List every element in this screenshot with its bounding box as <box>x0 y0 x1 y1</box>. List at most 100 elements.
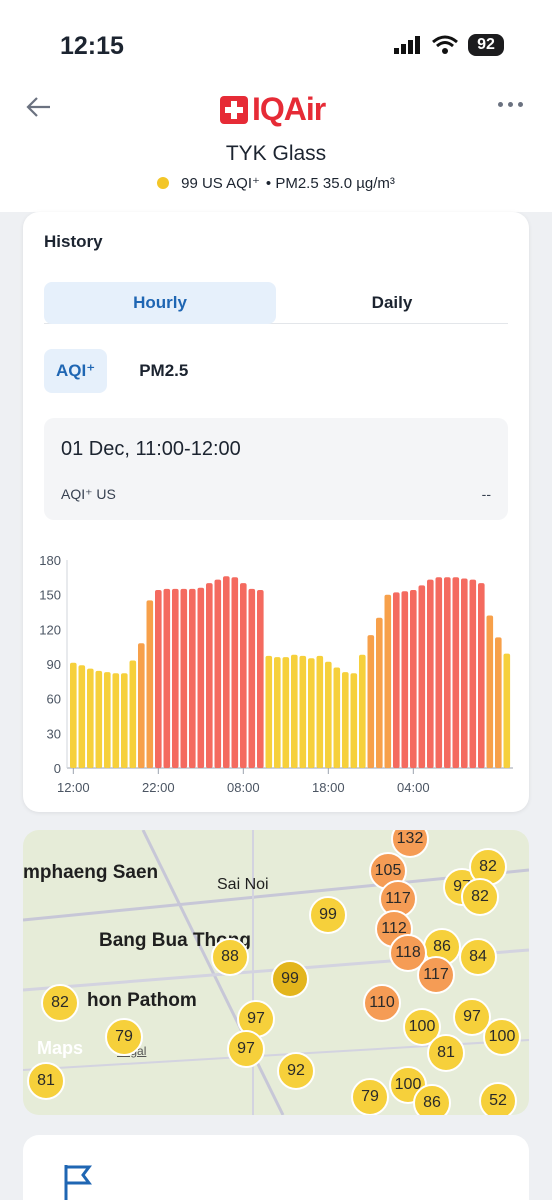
chart-bar[interactable] <box>503 653 511 768</box>
y-tick-label: 90 <box>47 657 61 672</box>
chart-bar[interactable] <box>478 583 485 768</box>
back-arrow-icon[interactable] <box>24 92 54 122</box>
history-title: History <box>44 232 103 251</box>
chart-bar[interactable] <box>121 673 128 768</box>
chart-bar[interactable] <box>333 667 341 769</box>
tab-pm25[interactable]: PM2.5 <box>139 361 189 380</box>
chart-bar[interactable] <box>231 577 239 768</box>
chart-bar[interactable] <box>180 588 188 768</box>
chart-bar[interactable] <box>444 577 451 768</box>
chart-bar[interactable] <box>384 594 392 768</box>
chart-bar[interactable] <box>146 600 154 768</box>
chart-bar[interactable] <box>138 643 145 768</box>
chart-bar[interactable] <box>367 635 375 768</box>
chart-bar[interactable] <box>112 673 120 768</box>
map-label-bang-bua-thong: Bang Bua Thong <box>99 930 251 951</box>
aqi-map-marker[interactable]: 117 <box>417 956 455 994</box>
tab-daily[interactable]: Daily <box>371 293 413 312</box>
chart-bar[interactable] <box>265 655 273 768</box>
apple-maps-logo: Maps <box>37 1038 84 1058</box>
chart-bar[interactable] <box>172 588 179 768</box>
chart-bar[interactable] <box>469 579 477 768</box>
chart-bar[interactable] <box>163 588 171 768</box>
chart-bar[interactable] <box>70 662 77 768</box>
aqi-map-marker[interactable]: 81 <box>27 1062 65 1100</box>
chart-bar[interactable] <box>308 658 315 768</box>
x-tick-label: 12:00 <box>57 780 90 795</box>
y-tick-label: 60 <box>47 692 61 707</box>
aqi-map-marker[interactable]: 110 <box>363 984 401 1022</box>
aqi-map-marker[interactable]: 86 <box>413 1084 451 1115</box>
tab-hourly[interactable]: Hourly <box>44 282 276 324</box>
aqi-map-marker[interactable]: 82 <box>461 878 499 916</box>
y-tick-label: 0 <box>54 761 61 776</box>
chart-bar[interactable] <box>257 590 264 768</box>
aqi-map-marker[interactable]: 81 <box>427 1034 465 1072</box>
aqi-history-chart[interactable]: 0 30 60 90 120 150 180 12:00 22:00 08:00 18:00 04:0… <box>23 542 529 802</box>
chart-bar[interactable] <box>376 617 383 768</box>
chart-bar[interactable] <box>104 672 111 768</box>
aqi-map-marker[interactable]: 99 <box>271 960 309 998</box>
chart-bar[interactable] <box>316 655 324 768</box>
chart-bar[interactable] <box>206 583 213 768</box>
chart-bar[interactable] <box>248 588 256 768</box>
chart-bar[interactable] <box>350 673 358 768</box>
chart-bar[interactable] <box>325 661 332 768</box>
wifi-icon <box>432 35 458 54</box>
aqi-map-marker[interactable]: 79 <box>105 1018 143 1056</box>
chart-bar[interactable] <box>435 577 443 768</box>
chart-bar[interactable] <box>486 615 494 769</box>
chart-bar[interactable] <box>129 660 137 769</box>
chart-bar[interactable] <box>410 590 417 768</box>
map-label-kamphaeng-saen: mphaeng Saen <box>23 862 159 883</box>
chart-bar[interactable] <box>299 655 307 768</box>
metric-label: AQI⁺ US <box>61 486 116 502</box>
aqi-map-marker[interactable]: 97 <box>227 1030 265 1068</box>
map-label-nakhon-pathom: hon Pathom <box>87 990 197 1011</box>
aqi-map-marker[interactable]: 82 <box>41 984 79 1022</box>
chart-bar[interactable] <box>78 665 86 768</box>
chart-bar[interactable] <box>282 657 290 768</box>
chart-bar[interactable] <box>461 578 468 769</box>
chart-bar[interactable] <box>189 588 196 768</box>
map-label-sai-noi: Sai Noi <box>217 876 269 893</box>
chart-bar[interactable] <box>95 670 103 768</box>
tab-aqi[interactable]: AQI⁺ <box>44 349 108 393</box>
chart-bar[interactable] <box>452 577 460 768</box>
nearby-map[interactable]: mphaeng Saen Sai Noi Bang Bua Thong hon … <box>23 830 529 1115</box>
chart-bar[interactable] <box>274 657 281 768</box>
chart-bar[interactable] <box>495 637 502 768</box>
chart-bar[interactable] <box>401 591 409 768</box>
chart-bar[interactable] <box>214 579 222 768</box>
y-tick-label: 30 <box>47 726 61 741</box>
aqi-map-marker[interactable]: 79 <box>351 1078 389 1115</box>
swiss-cross-icon <box>220 95 248 124</box>
chart-bar[interactable] <box>359 654 366 768</box>
chart-bar[interactable] <box>197 587 205 768</box>
chart-bar[interactable] <box>418 585 426 768</box>
chart-bar[interactable] <box>155 590 162 768</box>
status-time: 12:15 <box>60 32 124 60</box>
metric-value: -- <box>481 486 491 502</box>
x-tick-label: 18:00 <box>312 780 345 795</box>
aqi-map-marker[interactable]: 92 <box>277 1052 315 1090</box>
chart-bar[interactable] <box>393 592 400 768</box>
x-tick-label: 22:00 <box>142 780 175 795</box>
aqi-map-marker[interactable]: 52 <box>479 1082 517 1115</box>
pm-text: • PM2.5 35.0 µg/m³ <box>265 174 395 192</box>
selected-range: 01 Dec, 11:00-12:00 <box>61 438 241 460</box>
y-tick-label: 150 <box>39 588 61 603</box>
aqi-map-marker[interactable]: 97 <box>453 998 491 1036</box>
chart-bar[interactable] <box>223 576 230 768</box>
aqi-color-dot <box>157 177 170 189</box>
chart-bar[interactable] <box>87 668 94 768</box>
chart-bar[interactable] <box>240 583 247 768</box>
chart-bar[interactable] <box>427 579 434 768</box>
chart-bar[interactable] <box>291 654 298 768</box>
aqi-map-marker[interactable]: 99 <box>309 896 347 934</box>
aqi-map-marker[interactable]: 84 <box>459 938 497 976</box>
flag-icon[interactable] <box>63 1163 93 1200</box>
more-options-icon[interactable] <box>498 102 523 107</box>
chart-bar[interactable] <box>342 672 349 768</box>
aqi-map-marker[interactable]: 88 <box>211 938 249 976</box>
